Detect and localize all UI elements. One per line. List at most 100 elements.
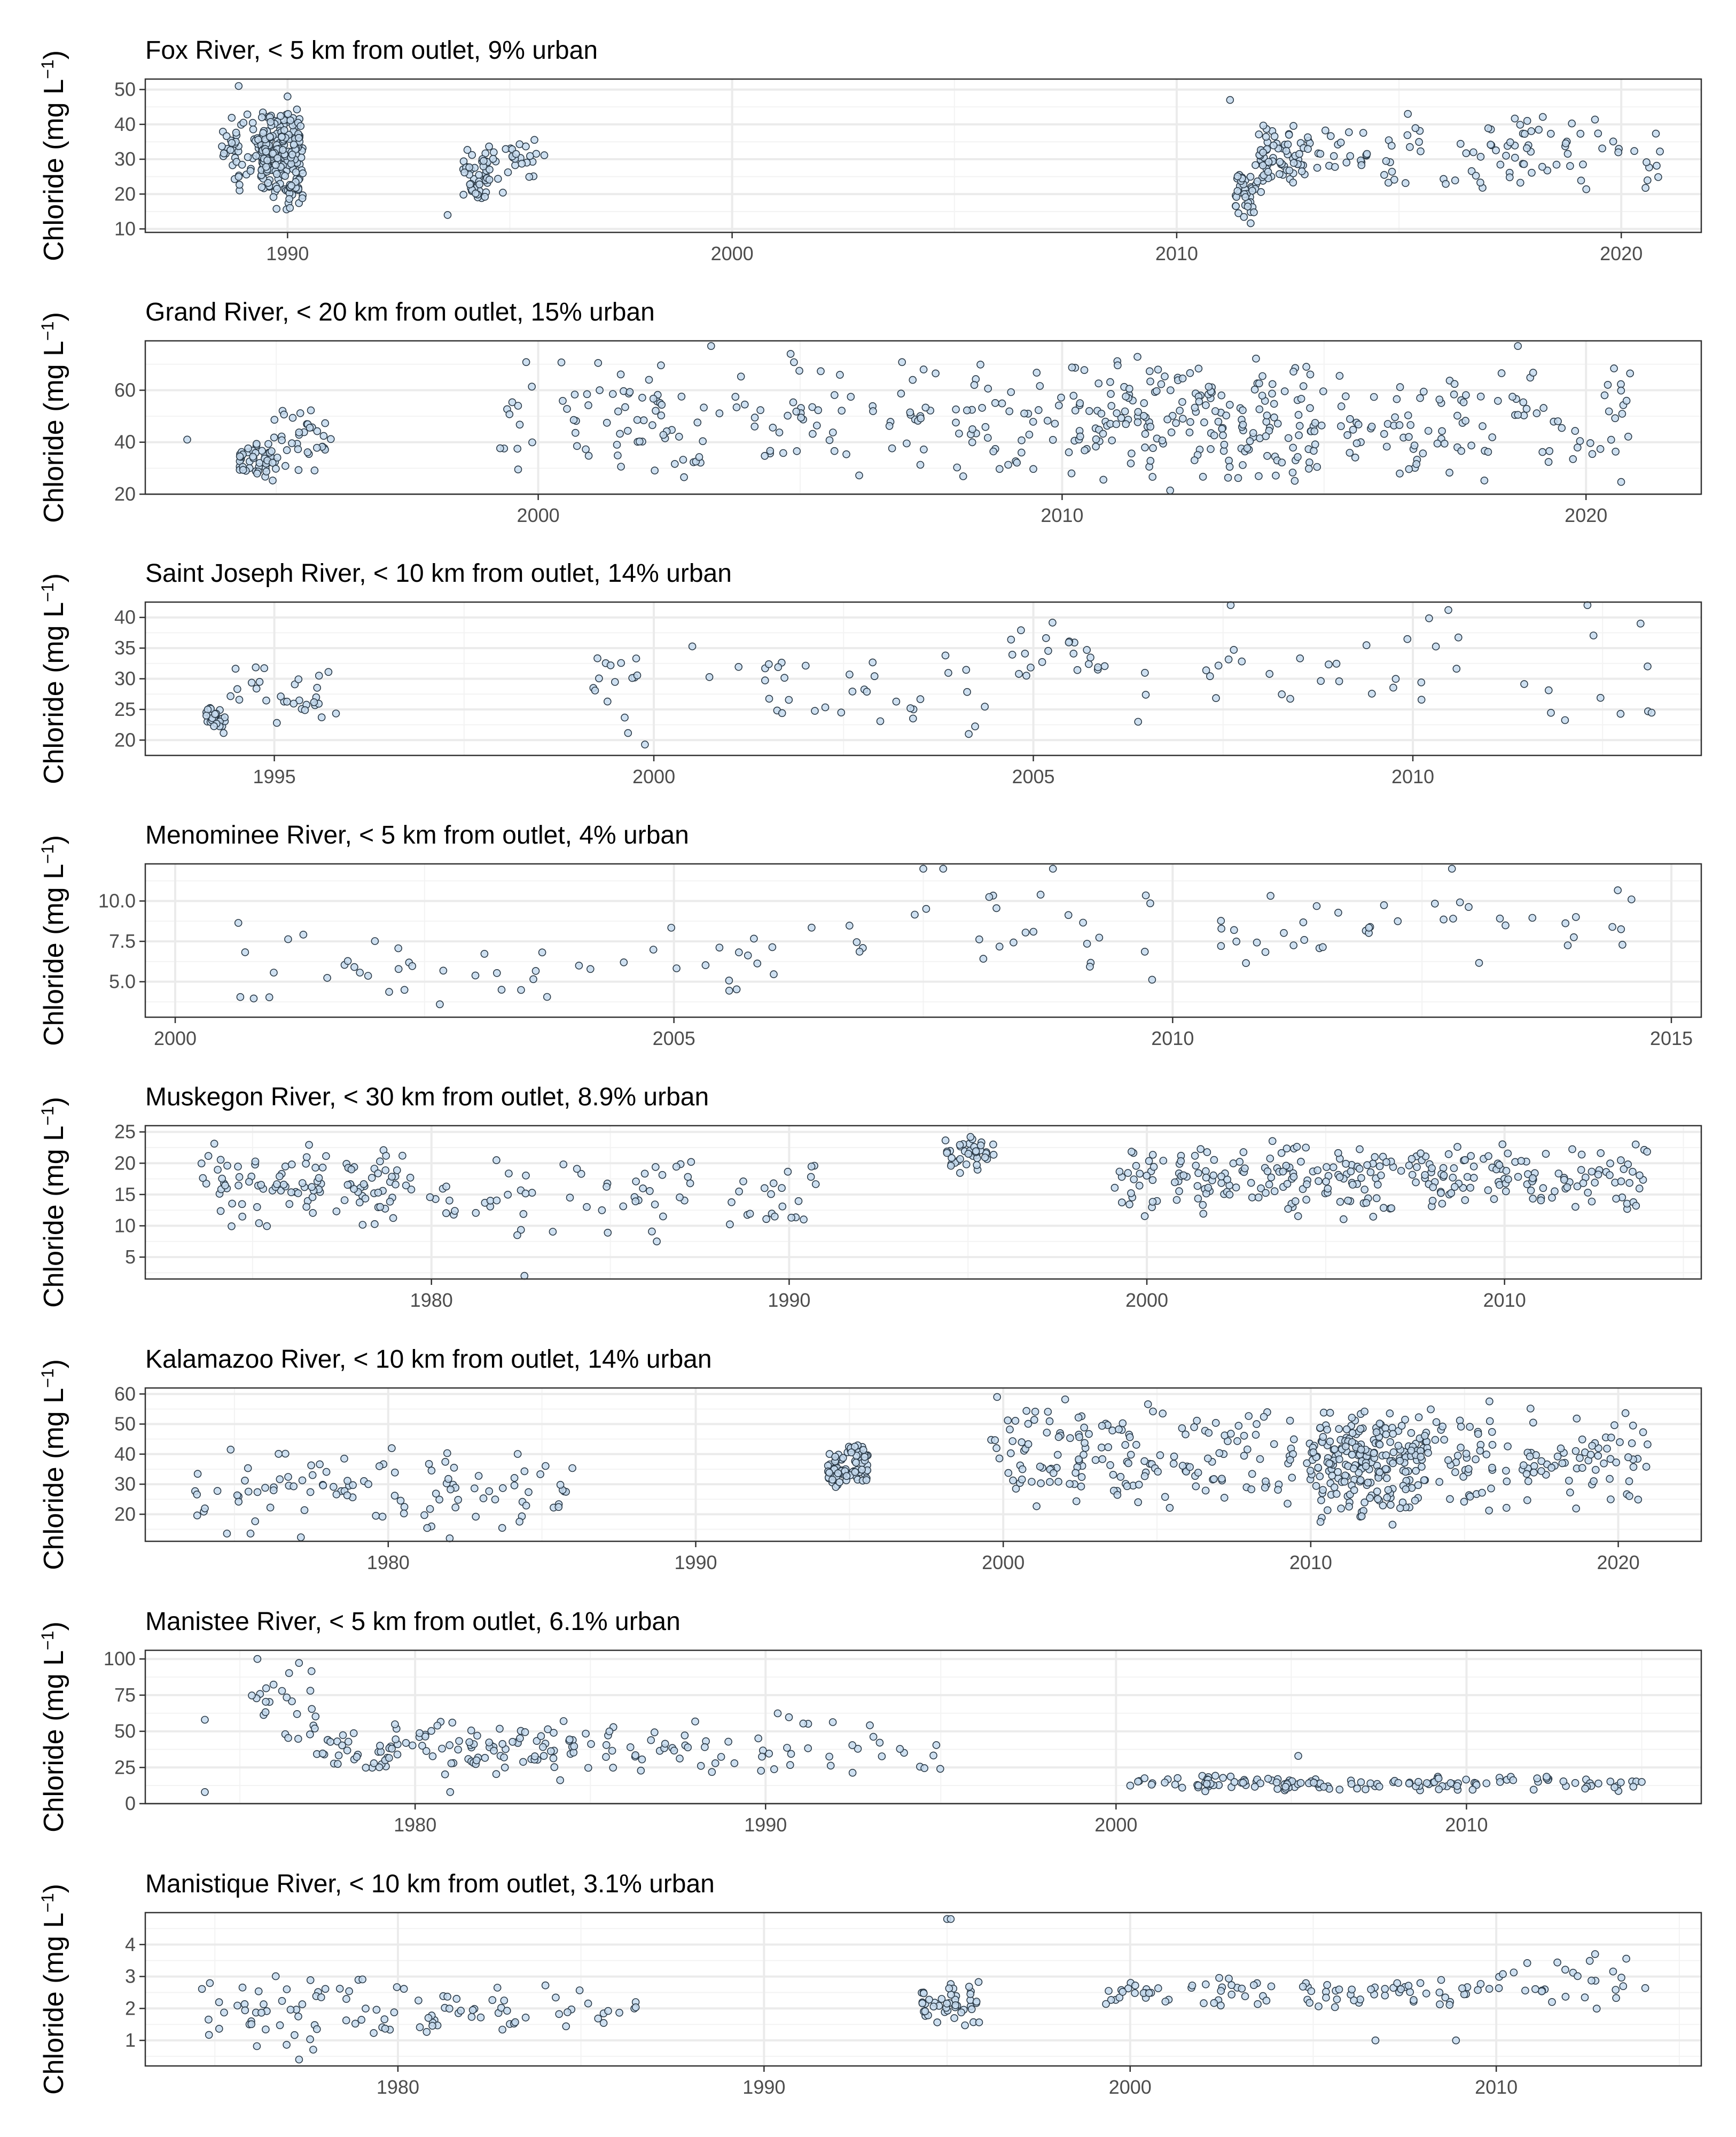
data-point [390,1492,399,1500]
data-point [976,361,984,369]
data-point [1432,642,1440,651]
data-point [804,1744,812,1752]
data-point [1382,1158,1390,1166]
data-point [792,407,801,416]
data-point [1529,1785,1538,1794]
data-point [308,1193,317,1202]
data-point [1402,1468,1410,1476]
data-point [929,1751,937,1760]
data-point [1466,1183,1474,1192]
data-point [1462,1775,1470,1784]
data-point [1596,445,1605,453]
data-point [313,684,322,692]
data-point [1066,1434,1074,1442]
data-point [253,469,261,478]
data-point [594,359,603,367]
data-point [1366,1168,1375,1176]
data-point [1289,368,1297,376]
data-point [1116,1473,1125,1481]
data-point [1357,161,1366,169]
x-tick-label: 2010 [1483,1289,1526,1311]
data-point [1296,654,1304,662]
data-point [639,416,648,425]
data-point [651,1728,659,1736]
data-point [602,1753,610,1761]
data-point [343,957,352,965]
data-point [1234,1422,1243,1430]
data-point [1066,1480,1074,1488]
data-point [1414,1413,1423,1422]
data-point [1278,458,1286,467]
data-point [1124,1984,1132,1993]
data-point [950,2014,958,2022]
data-point [888,444,896,453]
data-point [1025,431,1034,439]
data-point [1146,423,1154,431]
data-point [741,400,749,409]
data-point [262,1684,270,1693]
panel-title: Manistique River, < 10 km from outlet, 3… [145,1870,715,1898]
data-point [1178,1424,1186,1432]
data-point [253,1655,262,1663]
data-point [768,943,777,951]
data-point [442,1182,450,1191]
data-point [1548,1194,1556,1202]
data-point [645,376,653,384]
data-point [1405,433,1413,441]
data-point [1295,150,1303,158]
data-point [1130,1175,1138,1183]
data-point [273,154,281,162]
data-point [1355,1469,1363,1477]
data-point [1149,1407,1157,1416]
data-point [1067,469,1076,478]
data-point [1438,1422,1446,1431]
data-point [944,669,952,677]
data-point [1319,1433,1327,1441]
data-point [724,1737,732,1746]
data-point [503,2007,511,2015]
data-point [528,383,536,391]
data-point [472,1756,481,1765]
data-point [288,439,296,448]
data-point [584,451,593,460]
data-point [454,1745,462,1754]
data-point [1412,1178,1420,1187]
data-point [312,443,321,452]
data-point [1368,690,1376,698]
data-point [573,1165,581,1173]
data-point [1331,1445,1339,1453]
data-point [1396,1504,1404,1512]
data-point [342,2016,350,2024]
data-point [423,2028,431,2036]
data-point [234,1498,243,1506]
data-point [1201,1787,1209,1796]
data-point [1217,917,1225,925]
data-point [1029,465,1037,473]
data-point [1594,129,1602,138]
data-point [386,1197,394,1206]
data-point [340,1454,348,1463]
data-point [807,1173,815,1181]
data-point [1644,1440,1652,1448]
data-point [201,1504,209,1512]
data-point [1012,1485,1020,1493]
data-point [1193,1182,1202,1190]
data-point [1407,1429,1416,1437]
data-point [1199,1210,1208,1218]
data-point [305,1141,313,1149]
data-point [1094,663,1102,672]
data-point [639,1184,647,1192]
data-point [1462,149,1471,158]
data-point [455,1737,463,1745]
data-point [1270,413,1278,422]
data-point [1264,158,1273,166]
data-point [1451,1468,1459,1476]
data-point [497,986,506,994]
data-point [1349,425,1357,434]
data-point [989,447,997,456]
data-point [979,955,988,963]
data-point [1252,354,1260,363]
data-point [1643,158,1651,167]
data-point [512,150,520,158]
data-point [1154,1984,1162,1992]
